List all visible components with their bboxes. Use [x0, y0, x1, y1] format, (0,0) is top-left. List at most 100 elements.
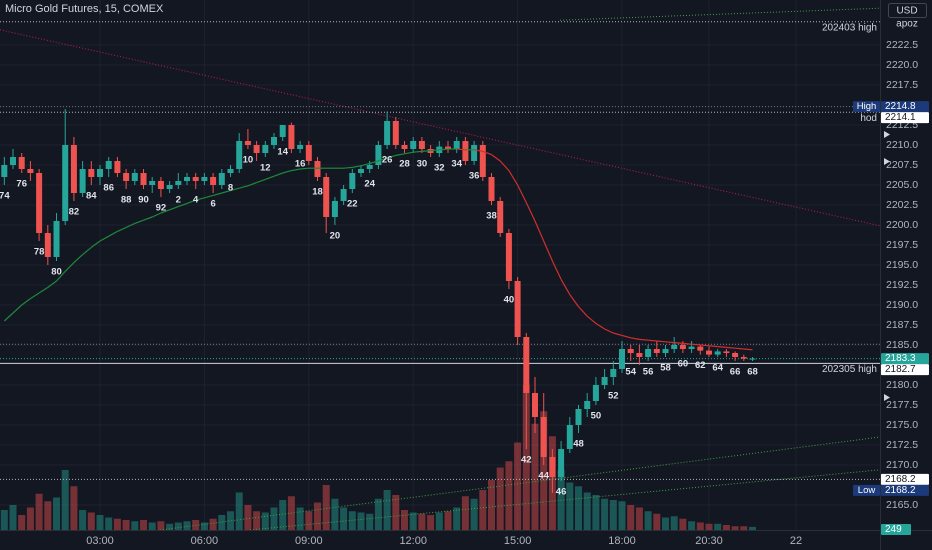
- moving-average: [648, 339, 657, 342]
- y-tick-label: 2195.0: [886, 259, 918, 271]
- volume-bar: [714, 523, 722, 530]
- candle-body: [18, 157, 25, 169]
- bar-label: 76: [16, 179, 27, 190]
- moving-average: [151, 212, 162, 218]
- bar-label: 18: [312, 187, 323, 198]
- volume-bar: [140, 520, 148, 530]
- moving-average: [700, 344, 710, 347]
- candle-body: [131, 173, 138, 181]
- volume-bar: [731, 526, 739, 530]
- moving-average: [517, 184, 527, 203]
- moving-average: [421, 150, 431, 152]
- price-tag: [881, 353, 929, 365]
- candle-body: [97, 169, 104, 177]
- volume-bar: [740, 526, 748, 530]
- volume-bar: [635, 507, 643, 530]
- moving-average: [273, 172, 283, 177]
- candle-body: [418, 141, 425, 149]
- candle-body: [27, 169, 34, 173]
- volume-bar: [270, 507, 278, 530]
- price-tag-label: 2168.2: [885, 474, 916, 485]
- volume-bar: [261, 512, 269, 530]
- moving-average: [239, 185, 249, 189]
- candle-body: [184, 177, 191, 181]
- trendline: [249, 469, 881, 531]
- volume-bar: [200, 522, 208, 530]
- level-label: High: [857, 101, 877, 112]
- volume-bar: [688, 521, 696, 530]
- volume-bar: [401, 510, 409, 530]
- y-tick-label: 2217.5: [886, 79, 918, 91]
- volume-bar: [644, 511, 652, 530]
- currency-box[interactable]: [888, 3, 927, 18]
- candle-body: [114, 161, 121, 173]
- candle-body: [601, 377, 608, 385]
- volume-bar: [183, 521, 191, 530]
- candle-body: [218, 173, 225, 185]
- candle-body: [375, 145, 382, 165]
- y-tick-label: 2197.5: [886, 239, 918, 251]
- candle-body: [592, 385, 599, 401]
- volume-bar: [244, 505, 252, 530]
- candle-body: [584, 401, 591, 409]
- moving-average: [108, 230, 118, 237]
- volume-bar: [705, 523, 713, 530]
- volume-bar: [627, 505, 635, 530]
- volume-bar: [531, 423, 539, 530]
- volume-bar: [305, 511, 313, 530]
- volume-bar: [53, 497, 61, 530]
- volume-bar: [540, 411, 548, 530]
- moving-average: [413, 150, 422, 153]
- bar-label: 22: [347, 199, 358, 210]
- moving-average: [125, 222, 136, 228]
- bar-label: 42: [521, 455, 532, 466]
- volume-bar: [392, 495, 400, 530]
- y-tick-label: 2175.0: [886, 419, 918, 431]
- bar-label: 88: [121, 195, 132, 206]
- moving-average: [12, 304, 23, 314]
- moving-average: [491, 154, 501, 162]
- volume-bar: [505, 461, 513, 530]
- axes: 2165.02170.02172.52175.02177.52180.02185…: [86, 39, 918, 547]
- y-tick-label: 2172.5: [886, 439, 918, 451]
- volume-bar: [314, 502, 322, 530]
- moving-average: [578, 306, 588, 317]
- bar-label: 56: [643, 367, 654, 378]
- moving-average: [178, 202, 188, 208]
- volume-bar: [383, 490, 391, 530]
- candle-body: [288, 125, 295, 149]
- candle-body: [471, 145, 478, 161]
- volume-bar: [461, 496, 469, 530]
- moving-average: [630, 337, 640, 340]
- price-tag-label: 2214.1: [885, 112, 916, 123]
- candle-body: [175, 181, 182, 185]
- volume-bar: [444, 511, 452, 530]
- candle-body: [671, 345, 678, 349]
- moving-average: [595, 322, 605, 330]
- bar-label: 66: [730, 367, 741, 378]
- moving-average: [560, 279, 571, 295]
- moving-average: [204, 194, 214, 199]
- moving-average: [360, 162, 370, 167]
- volume-bar: [18, 515, 26, 530]
- price-tag-label: 2183.3: [885, 353, 916, 364]
- volume-bar: [357, 512, 365, 530]
- volume-bar: [9, 505, 17, 530]
- candle-body: [505, 233, 512, 281]
- currency[interactable]: USD: [896, 6, 917, 17]
- bar-label: 36: [469, 171, 480, 182]
- moving-average: [265, 175, 275, 180]
- bar-label: 14: [277, 147, 288, 158]
- bar-label: 64: [712, 363, 723, 374]
- volume-bar: [157, 521, 165, 530]
- candle-body: [714, 351, 721, 355]
- candle-body: [236, 141, 243, 169]
- candle-body: [679, 345, 686, 349]
- price-tag: [881, 112, 929, 124]
- profile[interactable]: apoz: [896, 19, 918, 30]
- candle-body: [105, 161, 112, 169]
- volume-bar: [218, 515, 226, 530]
- candle-body: [314, 161, 321, 177]
- volume-bar: [79, 510, 87, 530]
- x-tick-label: 12:00: [399, 535, 427, 547]
